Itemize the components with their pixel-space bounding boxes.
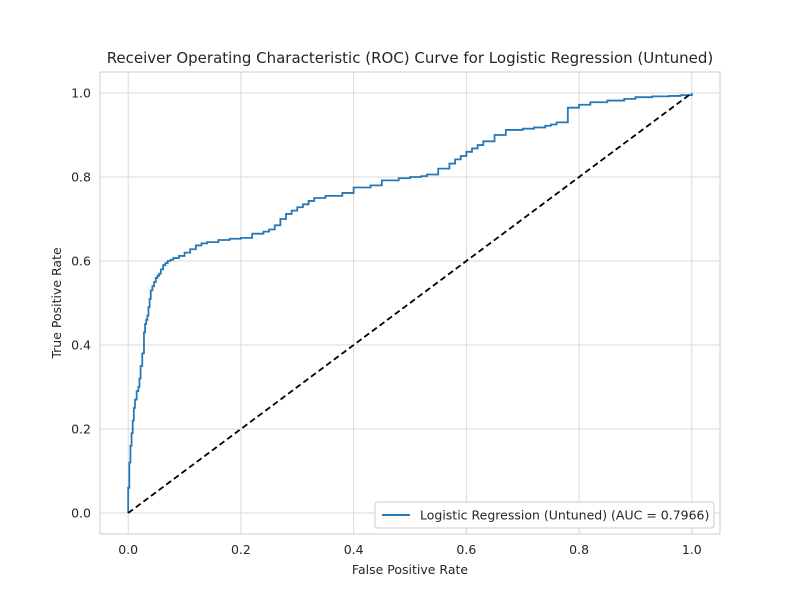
- y-tick-label: 0.2: [71, 422, 91, 437]
- series-lines: [127, 92, 693, 514]
- chart-title: Receiver Operating Characteristic (ROC) …: [107, 49, 714, 67]
- x-tick-label: 0.2: [231, 542, 251, 557]
- chance-diagonal-line: [127, 92, 693, 514]
- legend: Logistic Regression (Untuned) (AUC = 0.7…: [374, 501, 715, 529]
- y-tick-label: 1.0: [71, 86, 91, 101]
- y-axis-label: True Positive Rate: [49, 247, 64, 360]
- y-tick-label: 0.8: [71, 170, 91, 185]
- x-tick-label: 1.0: [682, 542, 702, 557]
- legend-box: [374, 501, 715, 529]
- x-tick-label: 0.0: [118, 542, 138, 557]
- x-tick-label: 0.8: [569, 542, 589, 557]
- legend-label: Logistic Regression (Untuned) (AUC = 0.7…: [420, 508, 709, 523]
- x-tick-label: 0.6: [456, 542, 476, 557]
- roc-curve-line: [127, 93, 693, 513]
- tick-labels: 0.0 0.2 0.4 0.6 0.8 1.0 0.0 0.2 0.4 0.6 0.8 1.0: [71, 86, 702, 558]
- y-tick-label: 0.0: [71, 506, 91, 521]
- y-tick-label: 0.4: [71, 338, 91, 353]
- x-axis-label: False Positive Rate: [352, 562, 468, 577]
- y-tick-label: 0.6: [71, 254, 91, 269]
- x-tick-label: 0.4: [344, 542, 364, 557]
